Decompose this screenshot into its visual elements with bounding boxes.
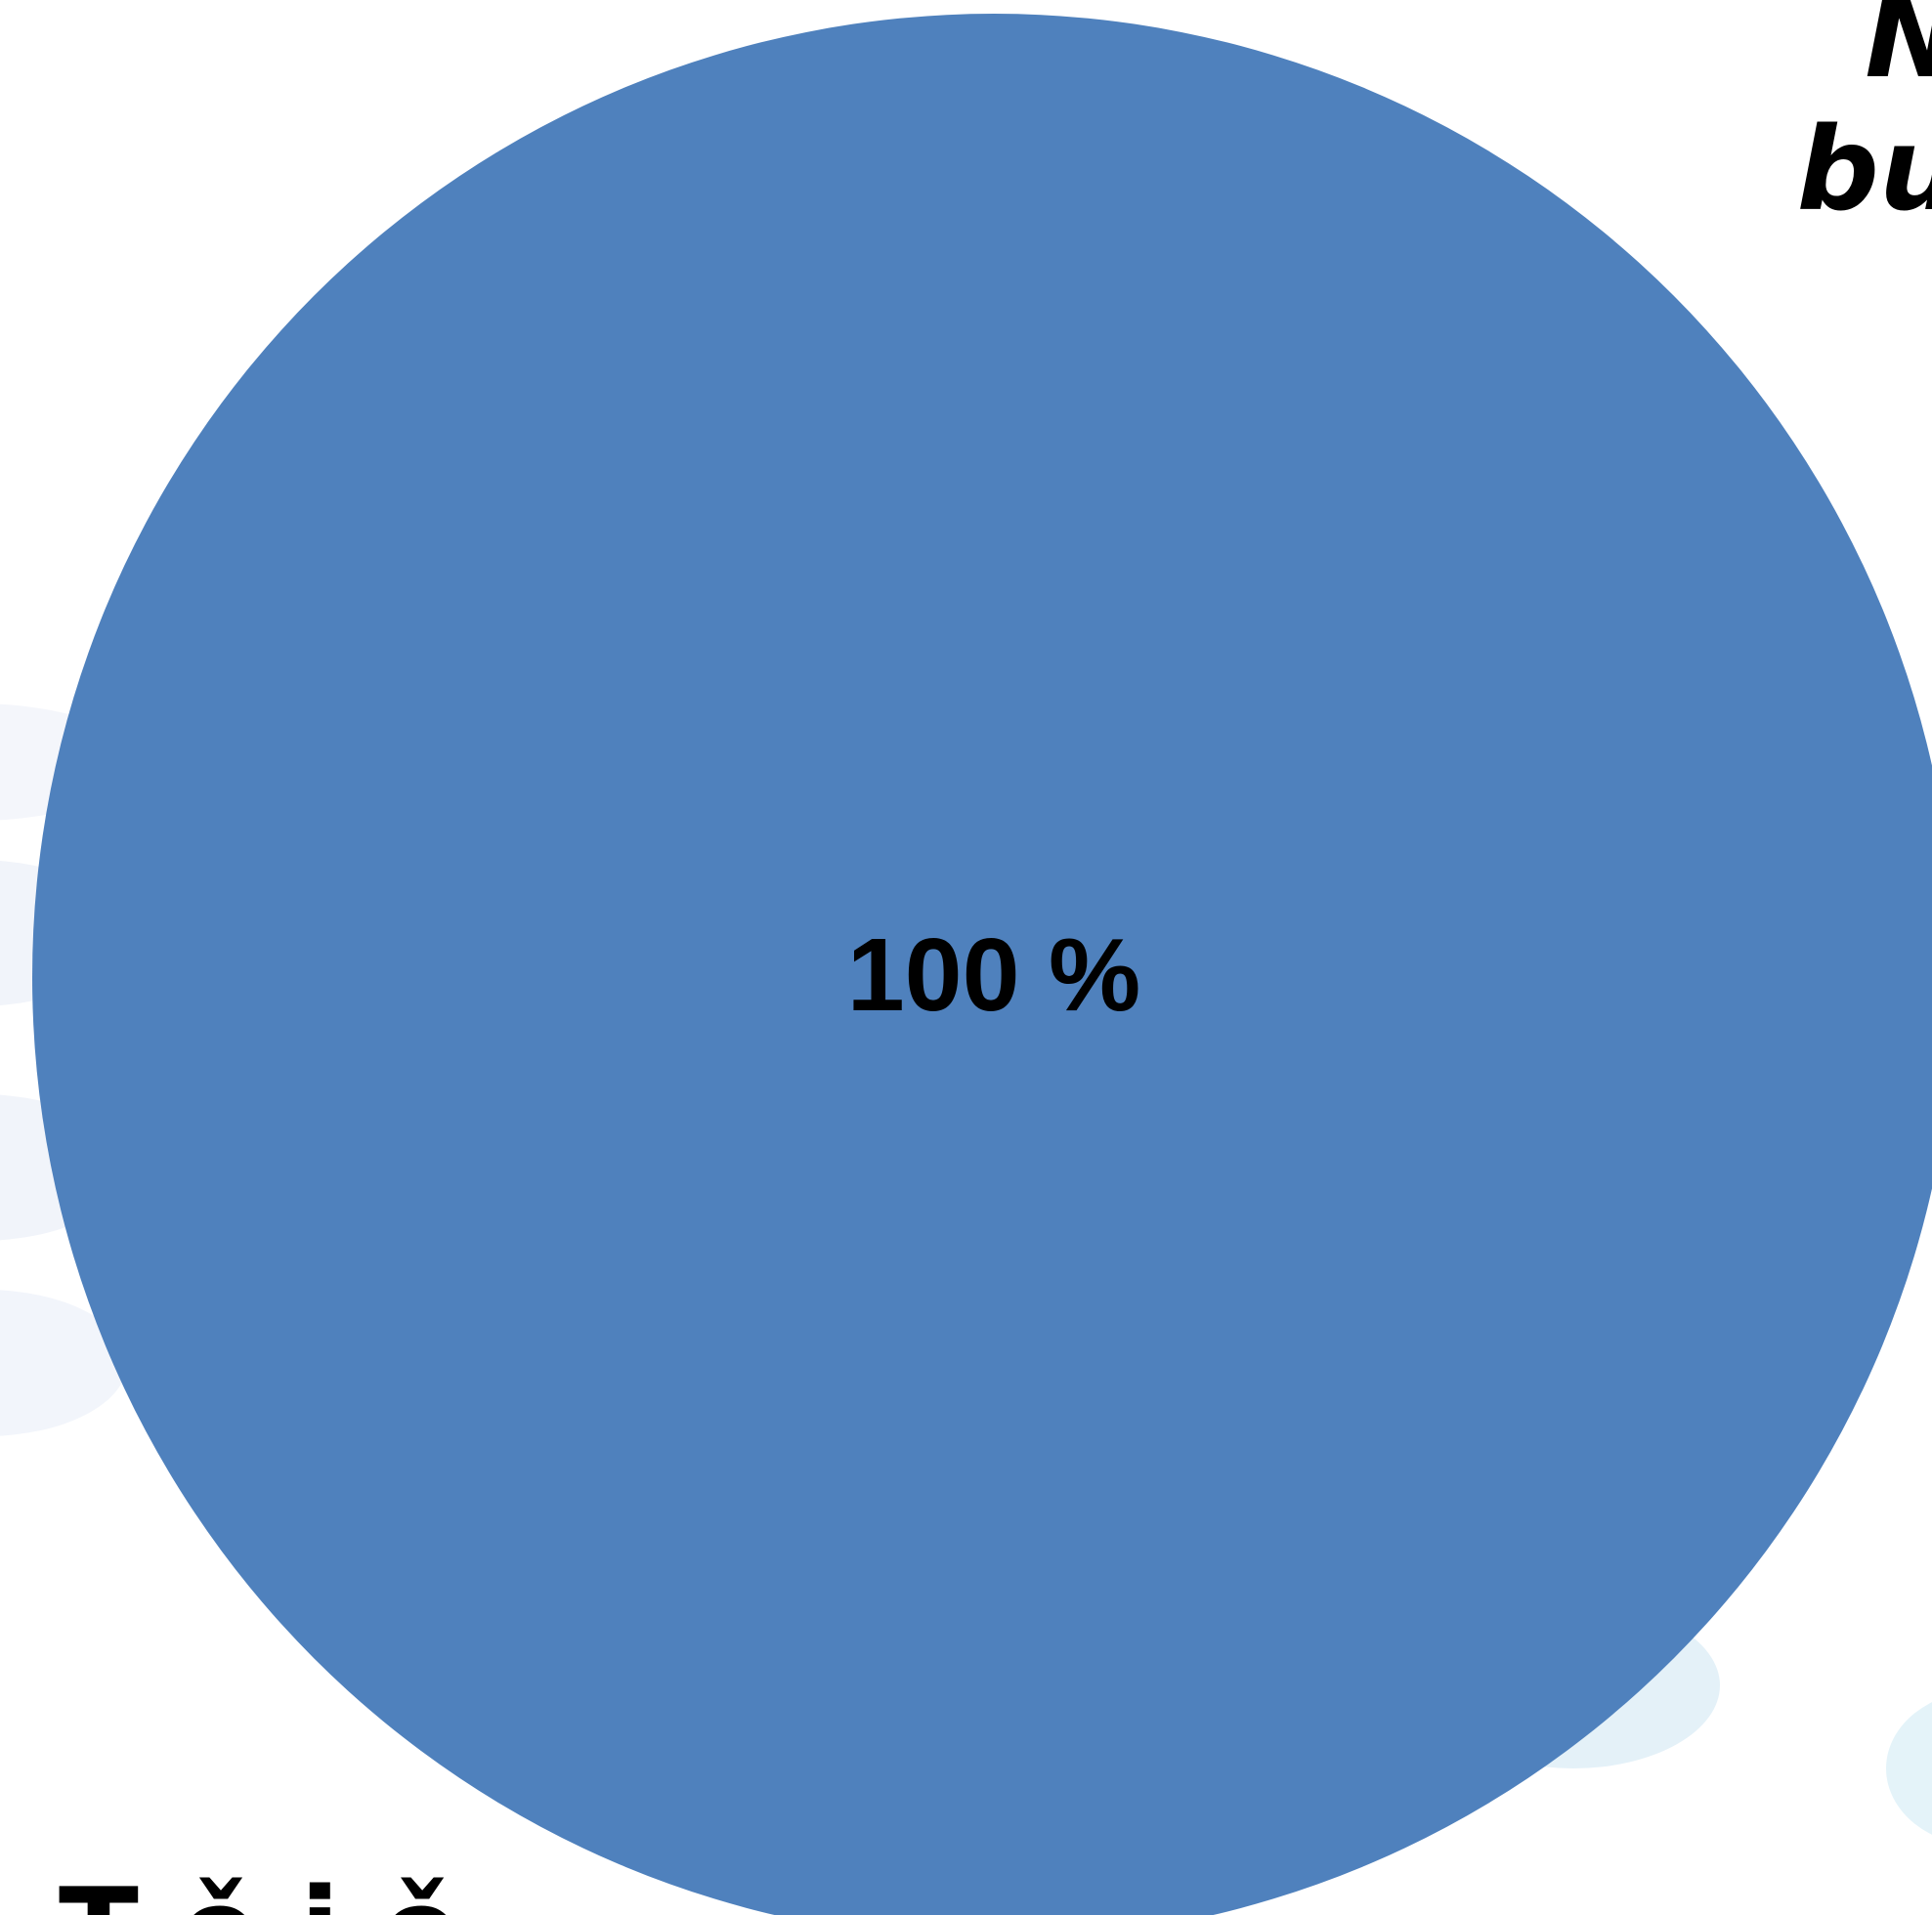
pie-slice <box>32 14 1932 1915</box>
pie-slice-data-label: 100 % <box>847 917 1141 1033</box>
pie-slices <box>32 14 1932 1915</box>
bottom-caption: T ě i ě <box>59 1874 460 1915</box>
chart-title-line-1: N <box>1865 0 1932 94</box>
chart-title-line-2: bu <box>1796 102 1932 236</box>
